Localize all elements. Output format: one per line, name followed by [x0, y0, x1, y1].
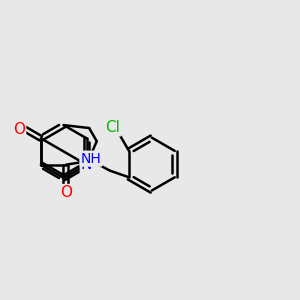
Text: Cl: Cl [105, 120, 120, 135]
Text: N: N [81, 157, 92, 172]
Text: O: O [60, 185, 72, 200]
Text: NH: NH [81, 152, 101, 166]
Text: O: O [13, 122, 25, 137]
